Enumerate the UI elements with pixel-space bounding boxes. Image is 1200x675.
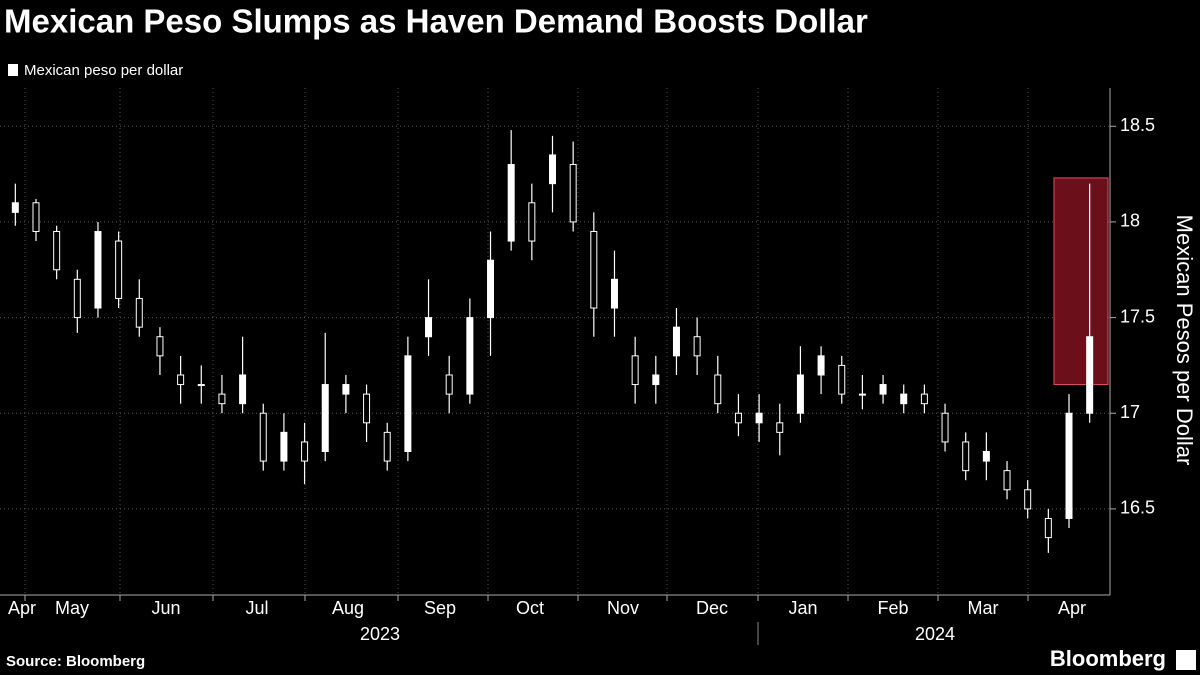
- brand: Bloomberg: [1050, 646, 1166, 671]
- candle-body: [879, 384, 887, 395]
- year-label: 2023: [360, 624, 400, 644]
- candle-body: [342, 384, 350, 395]
- highlight-box: [1053, 177, 1109, 386]
- x-tick-label: Jul: [245, 598, 268, 618]
- candle-body: [507, 164, 515, 242]
- candle-body: [858, 393, 866, 396]
- candle-body: [920, 393, 928, 405]
- candle-body: [32, 202, 40, 232]
- candle-body: [734, 412, 742, 424]
- candle-body: [631, 355, 639, 386]
- x-tick-label: Dec: [696, 598, 728, 618]
- candle-body: [838, 364, 846, 395]
- candle-body: [321, 384, 329, 453]
- candle-body: [197, 384, 205, 387]
- x-tick-label: Apr: [8, 598, 36, 618]
- candle-body: [590, 230, 598, 309]
- candle-body: [652, 374, 660, 386]
- candle-body: [1024, 489, 1032, 510]
- candle-body: [425, 317, 433, 338]
- candle-body: [301, 441, 309, 462]
- candle-body: [156, 336, 164, 357]
- candle-body: [239, 374, 247, 405]
- candle-body: [94, 230, 102, 309]
- y-tick-label: 18: [1120, 211, 1140, 231]
- candle-body: [11, 202, 19, 213]
- candle-body: [982, 451, 990, 462]
- legend-label: Mexican peso per dollar: [24, 62, 183, 79]
- candle-body: [776, 422, 784, 433]
- candle-body: [466, 317, 474, 395]
- y-axis-title: Mexican Pesos per Dollar: [1172, 215, 1197, 466]
- x-tick-label: Apr: [1058, 598, 1086, 618]
- candle-body: [177, 374, 185, 386]
- candle-body: [1086, 336, 1094, 414]
- x-tick-label: Sep: [424, 598, 456, 618]
- candle-body: [900, 393, 908, 405]
- candle-body: [383, 431, 391, 462]
- candle-body: [1003, 470, 1011, 491]
- legend-swatch: [8, 64, 18, 76]
- candle-body: [259, 412, 267, 462]
- x-tick-label: Mar: [968, 598, 999, 618]
- x-tick-label: Oct: [516, 598, 544, 618]
- source: Source: Bloomberg: [6, 653, 145, 670]
- chart-title: Mexican Peso Slumps as Haven Demand Boos…: [4, 3, 868, 40]
- x-tick-label: May: [55, 598, 89, 618]
- candle-body: [487, 259, 495, 319]
- candle-body: [363, 393, 371, 424]
- y-tick-label: 17.5: [1120, 306, 1155, 326]
- candle-body: [53, 230, 61, 271]
- candle-body: [569, 164, 577, 223]
- y-tick-label: 16.5: [1120, 498, 1155, 518]
- candle-body: [135, 297, 143, 328]
- candle-body: [693, 336, 701, 357]
- y-tick-label: 17: [1120, 402, 1140, 422]
- year-label: 2024: [915, 624, 955, 644]
- brand-icon: [1176, 650, 1196, 670]
- candle-body: [796, 374, 804, 414]
- candle-body: [280, 431, 288, 462]
- candle-body: [1065, 412, 1073, 519]
- candle-body: [218, 393, 226, 405]
- candle-body: [714, 374, 722, 405]
- y-tick-label: 18.5: [1120, 115, 1155, 135]
- x-tick-label: Nov: [607, 598, 639, 618]
- candle-body: [115, 240, 123, 299]
- candle-body: [962, 441, 970, 472]
- candle-body: [1044, 517, 1052, 539]
- candle-body: [404, 355, 412, 453]
- x-tick-label: Feb: [877, 598, 908, 618]
- candle-body: [528, 202, 536, 242]
- candle-body: [672, 326, 680, 357]
- candle-body: [445, 374, 453, 395]
- x-tick-label: Jan: [788, 598, 817, 618]
- candle-body: [941, 412, 949, 443]
- candle-body: [817, 355, 825, 376]
- x-tick-label: Aug: [332, 598, 364, 618]
- x-tick-label: Jun: [151, 598, 180, 618]
- candle-body: [73, 278, 81, 319]
- candle-body: [549, 154, 556, 185]
- candle-body: [755, 412, 763, 424]
- candle-body: [610, 278, 618, 309]
